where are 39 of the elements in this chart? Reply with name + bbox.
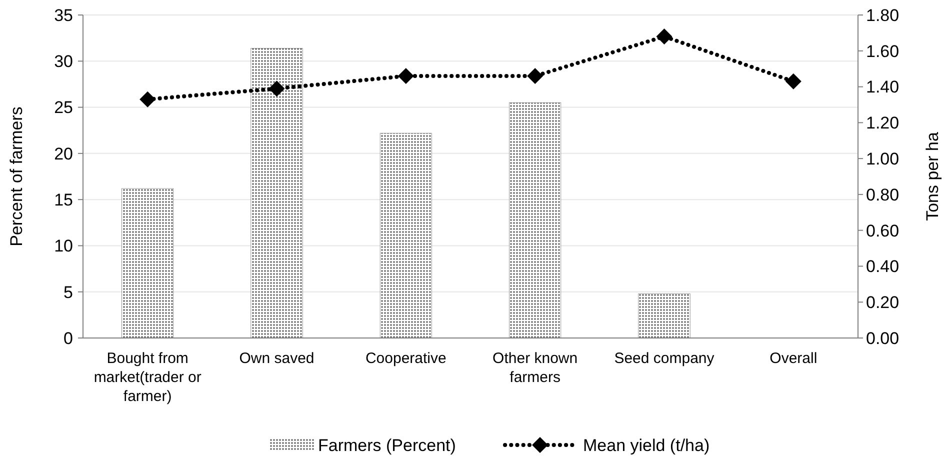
y2-tick-label: 0.80 [866,185,900,204]
x-tick-label: Other known farmers [492,350,578,386]
y2-axis-title: Tons per ha [923,132,942,221]
point [268,80,285,97]
point [527,68,544,84]
bar [509,102,562,338]
y2-tick-label: 1.20 [866,114,900,133]
x-tick-label: Seed company [614,350,715,367]
legend-label: Mean yield (t/ha) [583,436,710,455]
y-tick-label: 30 [54,52,73,72]
bar [638,294,690,338]
y-tick-label: 35 [54,6,73,25]
y2-tick-label: 0.20 [866,293,900,312]
y-tick-label: 20 [54,144,73,164]
y-tick-label: 25 [54,98,73,118]
y-tick-label: 0 [64,328,73,348]
point [656,28,672,45]
bar [122,188,174,338]
y-axis-title: Percent of farmers [7,106,26,246]
x-tick-label: Cooperative [365,350,446,367]
y2-tick-label: 1.80 [866,6,900,25]
y2-tick-label: 1.00 [866,150,900,169]
y-tick-label: 15 [54,190,73,210]
x-tick-label: Overall [770,350,818,367]
y2-tick-label: 1.40 [866,78,900,97]
point [398,68,414,84]
bar [380,132,432,338]
y2-tick-label: 0.40 [866,257,900,276]
legend-label: Farmers (Percent) [318,436,456,455]
x-tick-label: Bought from market(trader or farmer) [94,350,202,405]
y-tick-label: 5 [64,282,73,302]
y2-tick-label: 0.00 [866,328,900,348]
y-tick-label: 10 [54,236,73,256]
x-tick-label: Own saved [239,350,314,367]
point [140,91,156,108]
y2-tick-label: 0.60 [866,221,900,240]
bar [250,48,303,338]
point [785,73,802,90]
y2-tick-label: 1.60 [866,42,900,61]
